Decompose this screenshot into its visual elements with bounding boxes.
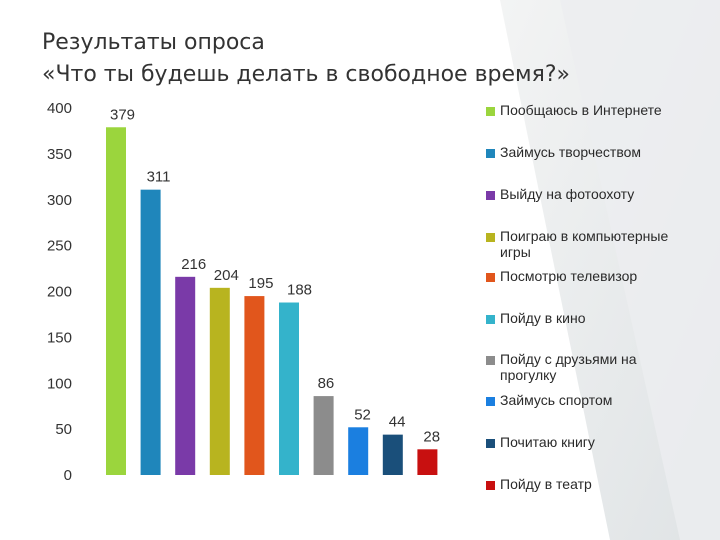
- legend-swatch: [486, 481, 495, 490]
- y-tick-label: 100: [47, 375, 72, 392]
- legend-label: Пообщаюсь в Интернете: [500, 102, 662, 118]
- chart-title-line-1: Результаты опроса: [42, 30, 265, 55]
- bar: [417, 449, 438, 475]
- legend-swatch: [486, 439, 495, 448]
- legend-item: Займусь творчеством: [486, 144, 685, 160]
- legend-item: Займусь спортом: [486, 392, 685, 408]
- legend-item: Выйду на фотоохоту: [486, 186, 685, 202]
- legend-swatch: [486, 315, 495, 324]
- y-tick-label: 0: [64, 467, 72, 484]
- bar: [313, 396, 334, 475]
- y-tick-label: 300: [47, 192, 72, 209]
- y-tick-label: 150: [47, 329, 72, 346]
- data-label: 188: [287, 282, 312, 299]
- legend-label: Посмотрю телевизор: [500, 268, 638, 284]
- y-tick-label: 200: [47, 284, 72, 301]
- data-label: 52: [354, 406, 371, 423]
- bar: [106, 127, 126, 475]
- legend-label: Выйду на фотоохоту: [500, 186, 635, 202]
- legend-swatch: [486, 191, 495, 200]
- legend-item: Пообщаюсь в Интернете: [486, 102, 685, 118]
- data-label: 379: [110, 106, 135, 123]
- bar: [244, 296, 265, 475]
- legend-swatch: [486, 273, 495, 282]
- legend-swatch: [486, 149, 495, 158]
- y-tick-label: 50: [55, 421, 72, 438]
- legend-label: Пойду в театр: [500, 476, 592, 492]
- data-label: 216: [181, 256, 206, 273]
- y-tick-label: 350: [47, 146, 72, 163]
- legend-item: Пойду в театр: [486, 476, 685, 492]
- bar: [382, 434, 403, 475]
- legend-label: Почитаю книгу: [500, 434, 595, 450]
- y-tick-label: 250: [47, 238, 72, 255]
- legend-item: Посмотрю телевизор: [486, 268, 685, 284]
- legend-item: Пойду с друзьями на прогулку: [486, 351, 685, 383]
- bar: [279, 302, 299, 475]
- data-label: 195: [248, 275, 273, 292]
- legend-swatch: [486, 107, 495, 116]
- bar: [175, 276, 196, 475]
- data-label: 86: [318, 375, 335, 392]
- bar: [209, 287, 230, 475]
- legend-swatch: [486, 356, 495, 365]
- chart-title-line-2: «Что ты будешь делать в свободное время?…: [42, 62, 570, 87]
- legend-swatch: [486, 397, 495, 406]
- legend-label: Займусь творчеством: [500, 144, 642, 160]
- data-labels: 379 311 216 204 195 188 86 52 44 28: [110, 106, 440, 445]
- bars: [106, 127, 438, 475]
- y-axis: 0 50 100 150 200 250 300 350 400: [47, 100, 72, 484]
- legend-label: Поиграю в компьютерные игры: [500, 228, 669, 260]
- y-tick-label: 400: [47, 100, 72, 117]
- legend-item: Пойду в кино: [486, 310, 685, 326]
- legend-label: Пойду в кино: [500, 310, 586, 326]
- legend-item: Поиграю в компьютерные игры: [486, 228, 685, 260]
- data-label: 44: [389, 414, 406, 431]
- legend-item: Почитаю книгу: [486, 434, 685, 450]
- bar: [348, 427, 369, 475]
- data-label: 311: [147, 169, 171, 186]
- bar: [140, 189, 161, 475]
- legend-swatch: [486, 233, 495, 242]
- legend-label: Пойду с друзьями на прогулку: [500, 351, 637, 383]
- data-label: 204: [214, 267, 239, 284]
- legend-label: Займусь спортом: [500, 392, 613, 408]
- background-wedge-inner: [560, 0, 720, 540]
- data-label: 28: [423, 428, 440, 445]
